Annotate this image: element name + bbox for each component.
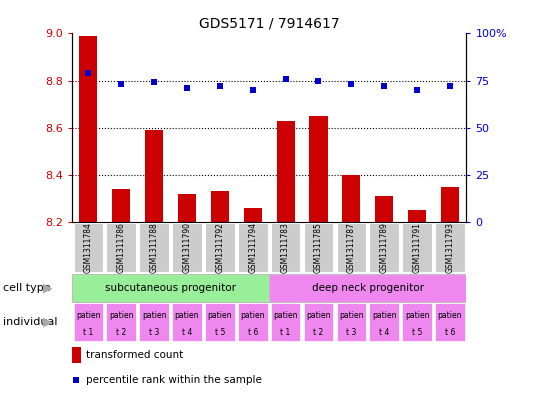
Text: GSM1311792: GSM1311792 [215, 222, 224, 273]
Text: GSM1311787: GSM1311787 [347, 222, 356, 273]
Text: patien: patien [306, 311, 330, 320]
FancyBboxPatch shape [336, 223, 366, 272]
Text: deep neck progenitor: deep neck progenitor [312, 283, 424, 293]
Text: patien: patien [109, 311, 133, 320]
Text: patien: patien [142, 311, 166, 320]
Text: GSM1311789: GSM1311789 [379, 222, 389, 273]
Text: patien: patien [405, 311, 429, 320]
FancyBboxPatch shape [74, 303, 103, 341]
Text: GSM1311794: GSM1311794 [248, 222, 257, 273]
Bar [244, 208, 262, 222]
FancyBboxPatch shape [402, 223, 432, 272]
FancyBboxPatch shape [139, 223, 169, 272]
Text: t 6: t 6 [247, 328, 258, 336]
FancyBboxPatch shape [72, 274, 269, 302]
Bar [310, 116, 327, 222]
Text: patien: patien [438, 311, 462, 320]
Text: t 4: t 4 [379, 328, 390, 336]
Text: GSM1311784: GSM1311784 [84, 222, 93, 273]
Bar [441, 187, 459, 222]
FancyBboxPatch shape [369, 223, 399, 272]
Text: percentile rank within the sample: percentile rank within the sample [86, 375, 262, 385]
Text: GSM1311786: GSM1311786 [117, 222, 126, 273]
Text: GSM1311783: GSM1311783 [281, 222, 290, 273]
FancyBboxPatch shape [336, 303, 366, 341]
Text: patien: patien [240, 311, 265, 320]
FancyBboxPatch shape [139, 303, 169, 341]
Bar [277, 121, 295, 222]
Text: patien: patien [372, 311, 397, 320]
FancyBboxPatch shape [205, 303, 235, 341]
Text: patien: patien [273, 311, 298, 320]
Bar [342, 175, 360, 222]
Text: t 4: t 4 [182, 328, 192, 336]
Text: t 2: t 2 [116, 328, 126, 336]
FancyBboxPatch shape [107, 223, 136, 272]
FancyBboxPatch shape [107, 303, 136, 341]
FancyBboxPatch shape [238, 223, 268, 272]
FancyBboxPatch shape [435, 303, 465, 341]
FancyBboxPatch shape [238, 303, 268, 341]
Bar [211, 191, 229, 222]
Text: t 5: t 5 [215, 328, 225, 336]
Text: subcutaneous progenitor: subcutaneous progenitor [105, 283, 236, 293]
Text: GSM1311791: GSM1311791 [413, 222, 422, 273]
FancyBboxPatch shape [205, 223, 235, 272]
FancyBboxPatch shape [172, 303, 202, 341]
Title: GDS5171 / 7914617: GDS5171 / 7914617 [199, 17, 340, 31]
Text: t 5: t 5 [412, 328, 422, 336]
Text: transformed count: transformed count [86, 350, 183, 360]
Text: t 2: t 2 [313, 328, 324, 336]
Text: t 1: t 1 [83, 328, 93, 336]
Text: t 3: t 3 [149, 328, 159, 336]
Text: patien: patien [175, 311, 199, 320]
FancyBboxPatch shape [271, 303, 301, 341]
FancyBboxPatch shape [369, 303, 399, 341]
FancyBboxPatch shape [402, 303, 432, 341]
Bar [375, 196, 393, 222]
Text: patien: patien [76, 311, 101, 320]
Text: patien: patien [339, 311, 364, 320]
FancyBboxPatch shape [435, 223, 465, 272]
Text: GSM1311788: GSM1311788 [150, 222, 159, 273]
Text: ▶: ▶ [43, 316, 53, 329]
FancyBboxPatch shape [271, 223, 301, 272]
Text: t 1: t 1 [280, 328, 290, 336]
Bar [178, 194, 196, 222]
Text: GSM1311793: GSM1311793 [446, 222, 455, 273]
Text: patien: patien [208, 311, 232, 320]
Text: t 3: t 3 [346, 328, 357, 336]
FancyBboxPatch shape [172, 223, 202, 272]
FancyBboxPatch shape [304, 303, 333, 341]
FancyBboxPatch shape [269, 274, 466, 302]
Text: t 6: t 6 [445, 328, 455, 336]
FancyBboxPatch shape [74, 223, 103, 272]
Bar [408, 210, 426, 222]
Text: GSM1311785: GSM1311785 [314, 222, 323, 273]
Text: ▶: ▶ [43, 281, 53, 294]
Text: individual: individual [3, 317, 57, 327]
Bar [112, 189, 130, 222]
Bar [145, 130, 163, 222]
Bar [79, 36, 98, 222]
FancyBboxPatch shape [304, 223, 333, 272]
Text: GSM1311790: GSM1311790 [182, 222, 191, 273]
Bar [72, 347, 80, 363]
Text: cell type: cell type [3, 283, 50, 293]
